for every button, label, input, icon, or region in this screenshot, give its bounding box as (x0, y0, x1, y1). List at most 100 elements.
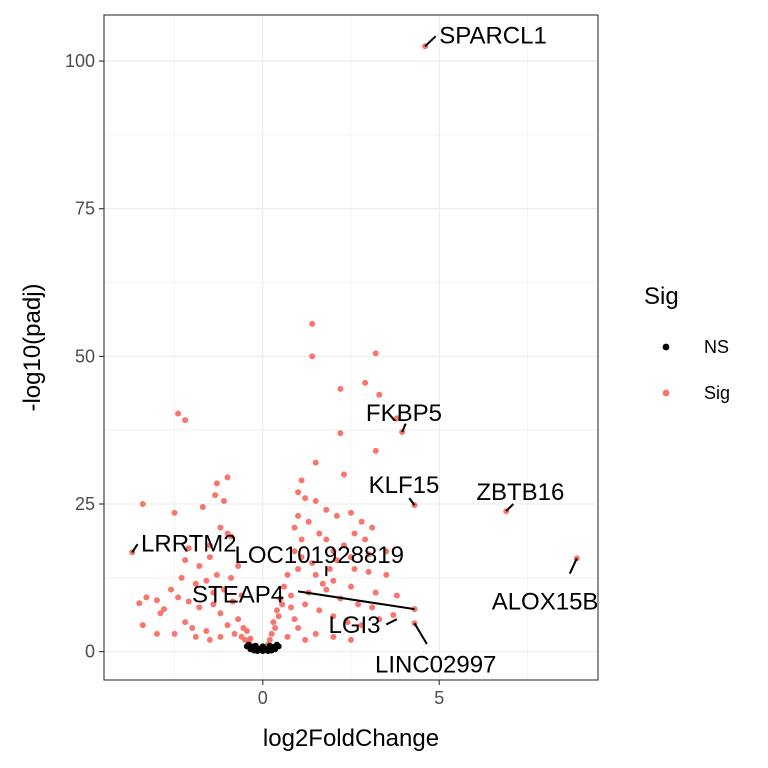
point-sig (157, 610, 164, 617)
point-sig (348, 636, 354, 643)
point-sig (231, 630, 238, 637)
connector-fkbp5 (401, 423, 407, 433)
point-sig (228, 574, 235, 581)
point-sig (206, 554, 213, 561)
gene-label-linc02997: LINC02997 (375, 652, 496, 679)
point-sig (273, 607, 280, 614)
point-sig (295, 512, 302, 519)
point-sig (376, 616, 383, 623)
point-sig (295, 625, 302, 632)
point-sig (365, 568, 372, 575)
connector-lrrtm2 (131, 543, 139, 553)
point-sig (312, 630, 319, 637)
x-tick-label: 5 (434, 688, 444, 708)
point-sig (213, 571, 220, 578)
point-sig (323, 586, 330, 593)
point-sig (224, 622, 231, 629)
point-sig (192, 633, 199, 640)
point-sig (203, 627, 210, 634)
connector-sparcl1 (424, 35, 437, 48)
x-tick-label: 0 (258, 688, 268, 708)
point-sig (235, 563, 242, 570)
x-axis-title: log2FoldChange (263, 725, 439, 752)
point-sig (199, 503, 206, 510)
point-sig (393, 415, 400, 422)
gene-label-klf15: KLF15 (369, 472, 440, 499)
point-sig (309, 560, 316, 567)
point-sig (316, 607, 323, 614)
point-sig (302, 495, 309, 502)
point-sig (337, 430, 344, 437)
point-sig (365, 551, 372, 558)
legend-label-ns: NS (704, 337, 729, 357)
point-sig (302, 636, 309, 643)
point-sig (229, 598, 236, 605)
connector-zbtb16 (505, 503, 515, 512)
connector-steap4 (297, 590, 415, 611)
point-sig (277, 595, 284, 602)
point-sig (348, 583, 354, 590)
gene-annotations: SPARCL1 FKBP5 KLF15 ZBTB16 LRRTM2LOC10192881… (131, 23, 598, 679)
point-sig (305, 518, 312, 525)
gene-label-steap4: STEAP4 (192, 581, 284, 608)
point-sig (372, 350, 379, 357)
point-sig (217, 610, 224, 617)
point-sig (196, 563, 203, 570)
point-sig (175, 594, 182, 601)
point-sig (210, 589, 217, 596)
point-sig (323, 536, 330, 543)
point-sig (196, 604, 203, 611)
connector-alox15b (568, 557, 578, 575)
point-sig (284, 571, 291, 578)
point-sig (330, 548, 337, 555)
point-sig (323, 506, 330, 513)
point-sig (153, 597, 160, 604)
point-sig (348, 509, 354, 516)
point-sig (185, 598, 192, 605)
point-sig (295, 565, 302, 572)
point-sig (220, 498, 227, 505)
point-sig (178, 574, 185, 581)
point-sig (189, 625, 196, 632)
point-sig (393, 592, 400, 599)
point-sig (291, 616, 298, 623)
point-sig (203, 577, 210, 584)
panel-border (103, 14, 599, 681)
point-sig (182, 417, 189, 424)
point-sig (344, 619, 351, 626)
legend-label-sig: Sig (704, 383, 730, 403)
gene-label-fkbp5: FKBP5 (366, 400, 442, 427)
point-sig (275, 613, 282, 620)
point-sig (333, 557, 340, 564)
y-tick-label: 25 (75, 494, 95, 514)
point-sig (291, 548, 298, 555)
point-sig (153, 630, 160, 637)
point-sig (312, 459, 319, 466)
point-sig (266, 636, 273, 643)
point-sig (372, 589, 379, 596)
point-sig (376, 391, 383, 398)
point-sig (295, 489, 302, 496)
data-points (129, 43, 580, 655)
legend-key-ns (662, 343, 670, 351)
point-sig (355, 601, 362, 608)
point-ns (243, 643, 250, 650)
point-sig (372, 447, 379, 454)
point-sig (136, 600, 143, 607)
legend-key-sig (662, 389, 670, 397)
point-sig (330, 577, 337, 584)
point-sig (326, 565, 333, 572)
point-ns (275, 643, 282, 650)
point-sig (309, 320, 316, 327)
point-sig (185, 545, 192, 552)
point-sig (213, 480, 220, 487)
y-tick-label: 75 (75, 199, 95, 219)
legend-title: Sig (644, 283, 679, 310)
y-tick-label: 0 (85, 642, 95, 662)
point-sig (139, 501, 146, 508)
point-ns (266, 642, 273, 649)
point-sig (333, 512, 340, 519)
point-sig (168, 586, 175, 593)
